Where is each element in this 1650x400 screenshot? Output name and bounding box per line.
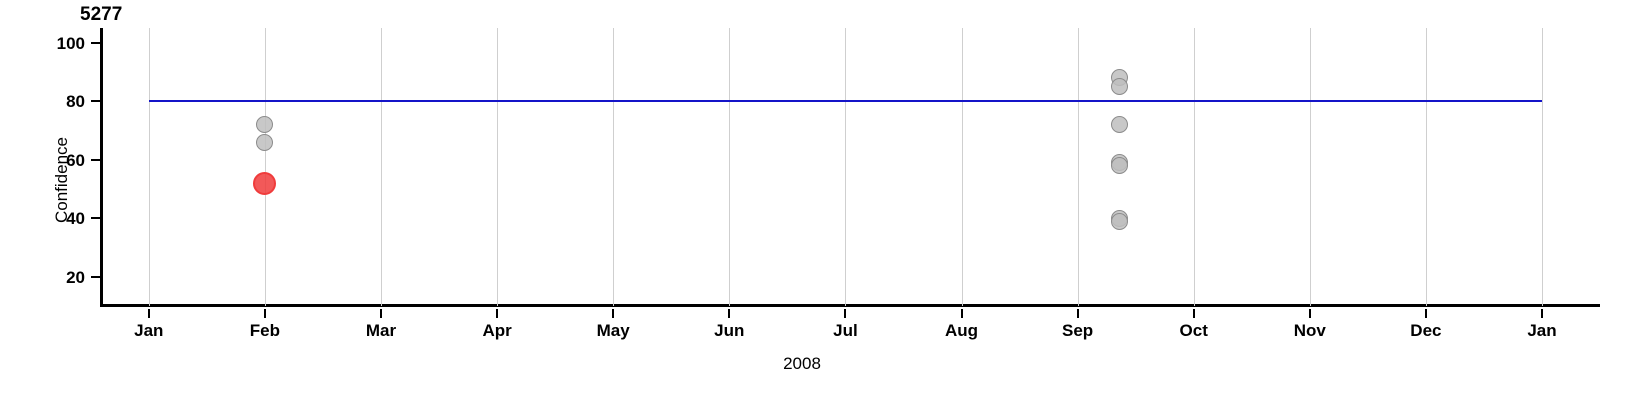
y-tick-mark [91, 217, 100, 220]
data-point-highlighted[interactable] [253, 171, 277, 195]
y-tick-mark [91, 158, 100, 161]
x-axis-line [100, 304, 1600, 307]
x-tick-mark [147, 309, 150, 318]
x-tick-label: Aug [944, 321, 979, 340]
plot-area [100, 28, 1600, 306]
gridline-vertical [148, 28, 150, 306]
y-tick-label: 60 [66, 150, 85, 170]
y-tick-label: 100 [56, 33, 85, 53]
x-tick-mark [496, 309, 499, 318]
gridline-vertical [729, 28, 731, 306]
x-tick-mark [1076, 309, 1079, 318]
x-tick-label: Jun [714, 321, 745, 340]
y-axis-title: Confidence [52, 137, 71, 224]
x-axis-title: 2008 [0, 354, 1650, 374]
x-tick-label: May [596, 321, 630, 340]
x-tick-mark [263, 309, 266, 318]
x-tick-mark [960, 309, 963, 318]
x-tick-mark [1192, 309, 1195, 318]
y-tick-label: 20 [66, 267, 85, 287]
gridline-vertical [961, 28, 963, 306]
data-point[interactable] [256, 116, 274, 134]
data-point[interactable] [1110, 157, 1128, 174]
y-tick-mark [91, 41, 100, 44]
x-tick-label: Dec [1410, 321, 1442, 340]
x-tick-label: Nov [1293, 321, 1326, 340]
y-tick-mark [91, 100, 100, 103]
x-tick-label: Sep [1062, 321, 1094, 340]
x-axis-title-text: 2008 [783, 354, 821, 373]
data-point[interactable] [1110, 78, 1128, 95]
data-point[interactable] [1110, 212, 1128, 230]
reference-line [148, 100, 1542, 103]
x-tick-label: Jan [134, 321, 164, 340]
x-tick-mark [612, 309, 615, 318]
gridline-vertical [1542, 28, 1543, 306]
x-tick-label: Feb [249, 321, 280, 340]
data-point[interactable] [1110, 116, 1128, 134]
gridline-vertical [1309, 28, 1311, 306]
x-tick-label: Jan [1527, 321, 1557, 340]
data-point[interactable] [256, 133, 274, 151]
gridline-vertical [1193, 28, 1195, 306]
x-tick-mark [1424, 309, 1427, 318]
gridline-vertical [381, 28, 382, 306]
gridline-vertical [1425, 28, 1427, 306]
x-tick-label: Mar [365, 321, 397, 340]
gridline-vertical [1077, 28, 1079, 306]
gridline-vertical [613, 28, 615, 306]
x-tick-mark [844, 309, 847, 318]
y-tick-label: 80 [66, 92, 85, 112]
gridline-vertical [264, 28, 266, 306]
x-tick-mark [728, 309, 731, 318]
chart-title: 5277 [80, 4, 123, 25]
x-tick-mark [380, 309, 382, 318]
x-tick-label: Apr [482, 321, 512, 340]
x-tick-label: Jul [833, 321, 858, 340]
x-tick-label: Oct [1179, 321, 1208, 340]
y-tick-label: 40 [66, 209, 85, 229]
y-axis-line [100, 28, 103, 306]
y-tick-mark [91, 275, 100, 278]
x-tick-mark [1308, 309, 1311, 318]
x-tick-mark [1541, 309, 1543, 318]
gridline-vertical [845, 28, 847, 306]
gridline-vertical [497, 28, 499, 306]
